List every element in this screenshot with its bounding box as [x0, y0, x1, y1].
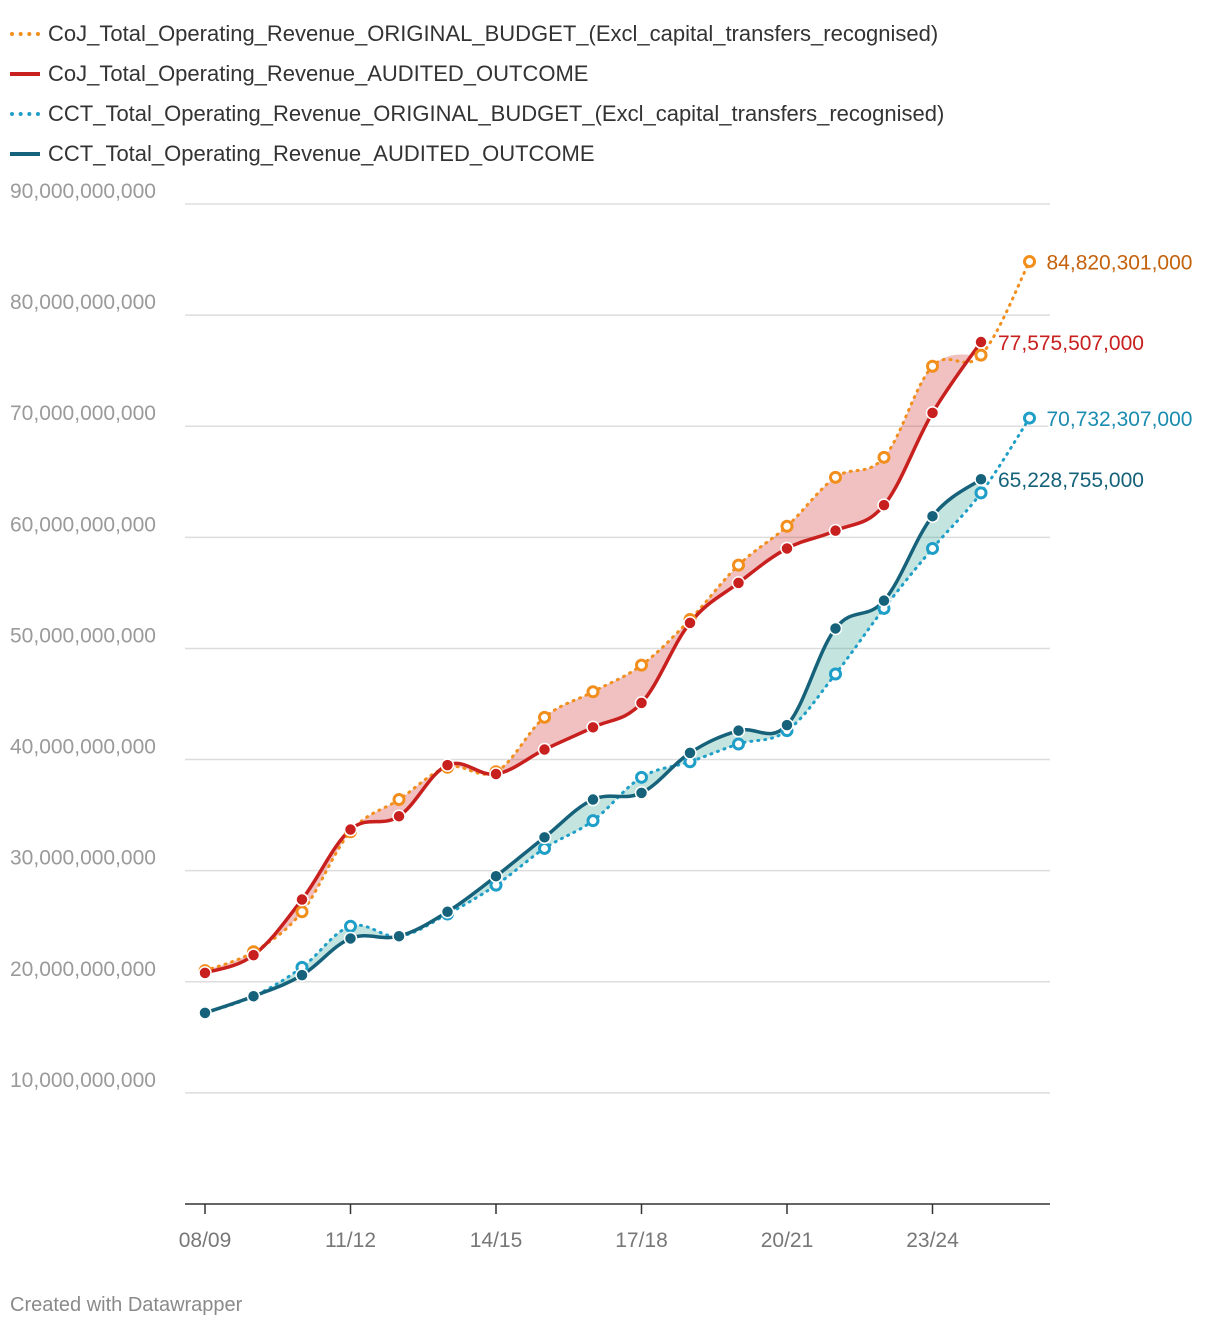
data-point-coj_budget [295, 905, 309, 919]
data-point-cct_budget [344, 919, 357, 933]
data-point-cct_audited [586, 792, 600, 807]
data-point-coj_audited [392, 809, 406, 823]
data-point-coj_audited [925, 406, 940, 420]
data-point-cct_audited [634, 786, 649, 800]
data-point-cct_audited [780, 718, 794, 732]
data-point-cct_budget [974, 486, 988, 500]
series-line-coj_audited [203, 340, 983, 975]
credit-footer: Created with Datawrapper [10, 1294, 243, 1316]
y-tick-label: 10,000,000,000 [10, 1069, 156, 1092]
data-point-cct_audited [537, 830, 552, 845]
data-point-cct_budget [538, 841, 551, 855]
x-tick-label: 08/09 [179, 1229, 232, 1252]
data-point-coj_audited [877, 498, 891, 512]
data-point-cct_audited [295, 968, 309, 982]
data-point-cct_budget [732, 737, 745, 751]
data-point-coj_audited [828, 523, 843, 538]
data-point-coj_audited [974, 335, 988, 349]
data-point-cct_audited [974, 472, 988, 486]
legend-label-cct-budget: CCT_Total_Operating_Revenue_ORIGINAL_BUD… [48, 101, 945, 126]
legend-label-coj-audited: CoJ_Total_Operating_Revenue_AUDITED_OUTC… [48, 61, 589, 86]
data-point-coj_budget [392, 793, 406, 807]
data-point-cct_budget [635, 770, 648, 784]
data-point-coj_budget [829, 470, 842, 484]
data-point-coj_audited [780, 541, 794, 556]
revenue-line-chart: 90,000,000,000 80,000,000,000 70,000,000,0… [10, 180, 1194, 1252]
end-label-coj_budget: 84,820,301,000 [1047, 252, 1193, 275]
y-tick-label: 30,000,000,000 [10, 847, 156, 870]
end-label-cct_audited: 65,228,755,000 [998, 469, 1144, 492]
data-point-coj_audited [198, 966, 212, 980]
data-point-cct_audited [877, 593, 891, 608]
data-point-cct_audited [731, 723, 746, 738]
y-tick-label: 90,000,000,000 [10, 180, 156, 203]
legend-label-cct-audited: CCT_Total_Operating_Revenue_AUDITED_OUTC… [48, 141, 595, 166]
data-point-coj_budget [974, 348, 988, 362]
data-point-coj_budget [635, 658, 648, 672]
data-point-cct_audited [489, 869, 503, 883]
data-point-coj_audited [489, 767, 503, 781]
data-point-coj_audited [731, 576, 746, 590]
y-tick-label: 20,000,000,000 [10, 958, 156, 981]
legend-item-cct-budget: CCT_Total_Operating_Revenue_ORIGINAL_BUD… [10, 94, 944, 134]
data-point-coj_budget [780, 519, 794, 533]
y-tick-label: 40,000,000,000 [10, 736, 156, 759]
x-tick-label: 17/18 [615, 1229, 668, 1252]
legend-item-coj-audited: CoJ_Total_Operating_Revenue_AUDITED_OUTC… [10, 54, 944, 94]
data-point-cct_audited [440, 905, 455, 919]
data-point-cct_audited [392, 929, 406, 943]
data-point-coj_audited [634, 696, 649, 710]
x-tick-label: 23/24 [906, 1229, 959, 1252]
data-point-coj_budget [926, 359, 939, 373]
data-point-cct_audited [343, 931, 358, 946]
legend-label-coj-budget: CoJ_Total_Operating_Revenue_ORIGINAL_BUD… [48, 21, 939, 46]
series-line-cct_audited [203, 477, 983, 1015]
data-point-coj_audited [586, 720, 600, 735]
series-line-cct_budget [203, 416, 1031, 1015]
data-point-cct_budget [926, 541, 939, 555]
data-point-coj_audited [246, 948, 261, 962]
data-point-cct_audited [246, 989, 261, 1003]
legend-swatch-cct-audited [10, 152, 40, 156]
chart-legend: CoJ_Total_Operating_Revenue_ORIGINAL_BUD… [10, 14, 944, 174]
data-point-cct_budget [586, 814, 600, 828]
y-tick-label: 70,000,000,000 [10, 402, 156, 425]
data-point-cct_budget [1023, 411, 1036, 425]
data-point-coj_budget [1023, 255, 1036, 269]
legend-swatch-coj-budget [10, 32, 40, 36]
data-point-coj_audited [295, 892, 309, 907]
y-tick-label: 80,000,000,000 [10, 291, 156, 314]
data-point-cct_budget [829, 667, 842, 681]
series-line-coj_budget [203, 260, 1031, 973]
data-point-coj_budget [732, 558, 745, 572]
legend-item-coj-budget: CoJ_Total_Operating_Revenue_ORIGINAL_BUD… [10, 14, 944, 54]
x-tick-label: 11/12 [325, 1229, 376, 1252]
data-point-coj_audited [683, 616, 697, 630]
y-tick-label: 60,000,000,000 [10, 513, 156, 536]
data-point-coj_budget [586, 685, 600, 699]
data-point-cct_audited [198, 1006, 212, 1020]
data-point-coj_audited [343, 822, 358, 837]
end-label-cct_budget: 70,732,307,000 [1047, 408, 1193, 431]
legend-swatch-coj-audited [10, 72, 40, 76]
end-label-coj_audited: 77,575,507,000 [998, 332, 1144, 355]
data-point-cct_audited [925, 509, 940, 523]
legend-swatch-cct-budget [10, 112, 40, 116]
range-fill-1 [205, 479, 981, 1013]
legend-item-cct-audited: CCT_Total_Operating_Revenue_AUDITED_OUTC… [10, 134, 944, 174]
data-point-cct_audited [683, 746, 697, 760]
data-point-coj_budget [877, 450, 891, 464]
data-point-cct_audited [828, 621, 843, 636]
data-point-coj_audited [537, 742, 552, 757]
data-point-coj_audited [440, 758, 455, 772]
x-tick-label: 14/15 [470, 1229, 523, 1252]
y-tick-label: 50,000,000,000 [10, 624, 156, 647]
data-point-coj_budget [538, 710, 551, 724]
x-tick-label: 20/21 [761, 1229, 814, 1252]
